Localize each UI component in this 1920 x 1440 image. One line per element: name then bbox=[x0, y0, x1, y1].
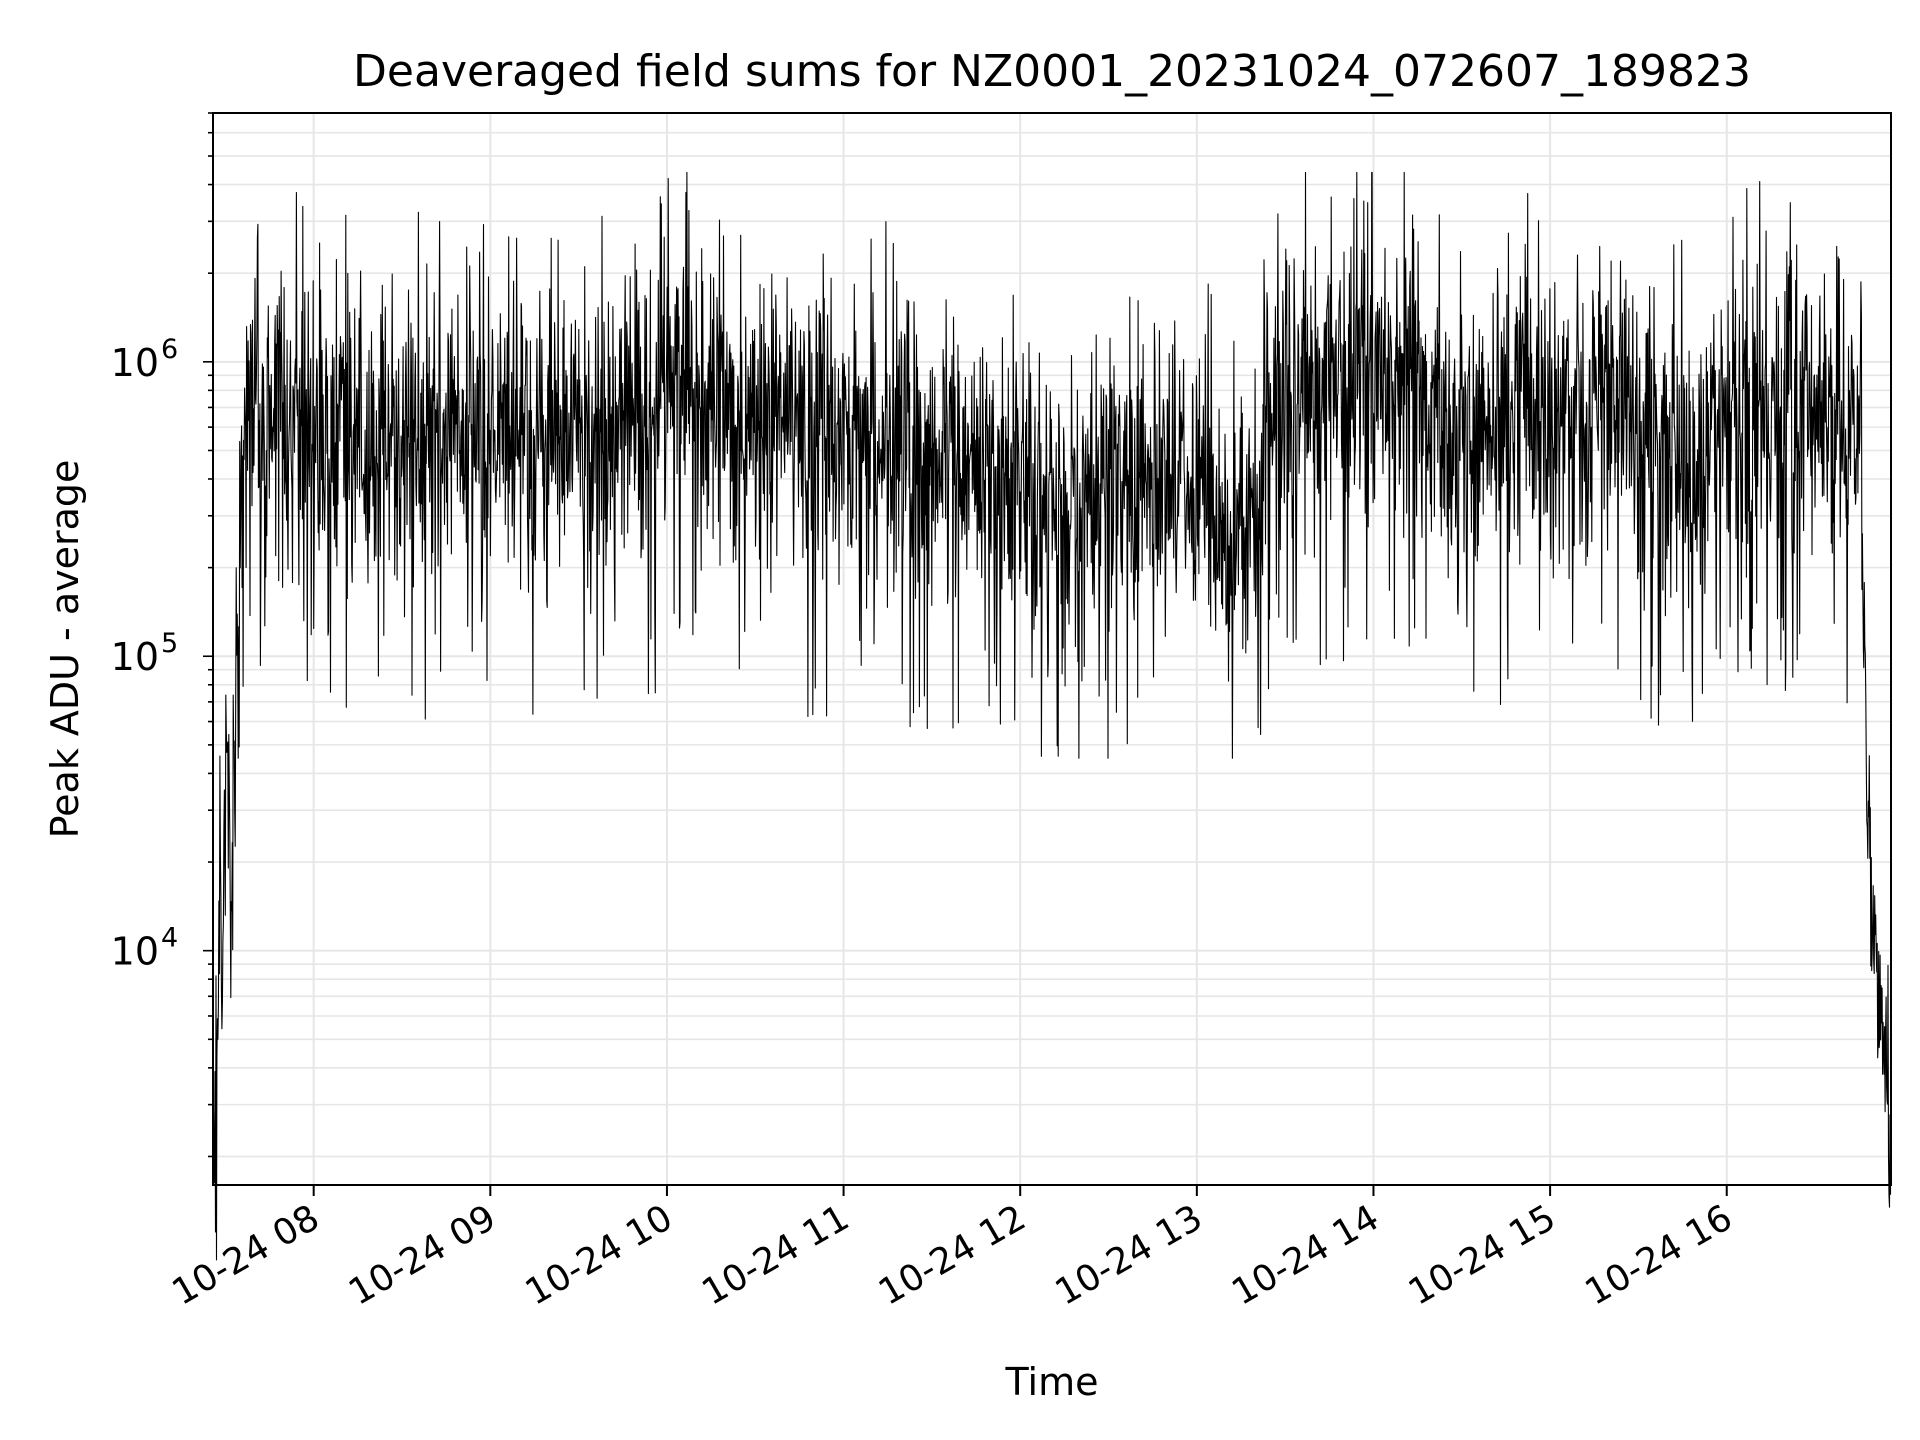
y-tick-label-exponent: 4 bbox=[161, 923, 178, 954]
chart-title: Deaveraged field sums for NZ0001_2023102… bbox=[353, 46, 1751, 97]
y-axis-label: Peak ADU - average bbox=[43, 460, 87, 839]
series-layer bbox=[212, 171, 1892, 1261]
y-tick-label: 10 bbox=[111, 341, 159, 385]
y-tick-label-exponent: 6 bbox=[161, 334, 178, 365]
series-line bbox=[212, 171, 1892, 1261]
x-axis-label: Time bbox=[1005, 1360, 1099, 1404]
y-tick-label: 10 bbox=[111, 930, 159, 974]
y-tick-label: 10 bbox=[111, 635, 159, 679]
plot-frame bbox=[212, 112, 1892, 1186]
y-tick-label-exponent: 5 bbox=[161, 628, 178, 659]
